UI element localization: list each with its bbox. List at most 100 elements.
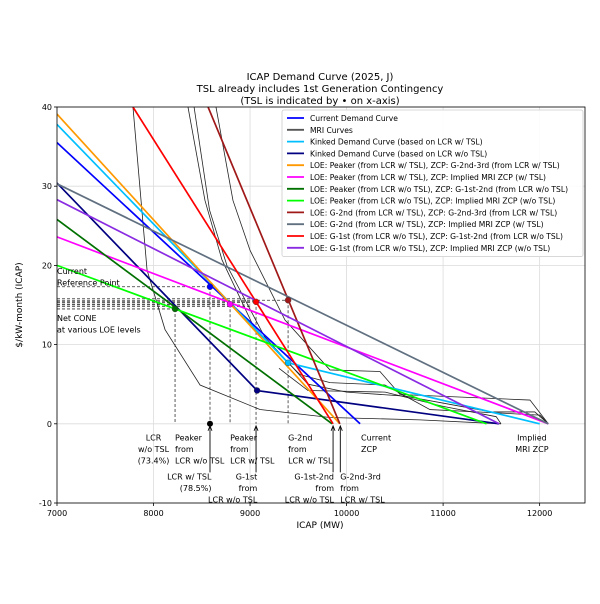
annotation-text: G-2nd xyxy=(288,434,312,443)
series-group xyxy=(57,107,549,427)
legend-label: LOE: G-1st (from LCR w/o TSL), ZCP: Impl… xyxy=(310,244,550,253)
annotation-text: LCR w/o TSL xyxy=(175,457,225,466)
annotation: Current Reference Point xyxy=(57,267,120,288)
series-line xyxy=(57,142,361,425)
plot-area: Current Reference Point Net CONE at various… xyxy=(57,107,549,504)
annotation-text: ZCP xyxy=(361,445,377,454)
annotation-text: LCR w/ TSL xyxy=(288,457,333,466)
annotation-text: Reference Point xyxy=(57,279,120,288)
annotation: G-2nd-3rd from LCR w/ TSL xyxy=(337,424,385,504)
annotation-text: Peaker xyxy=(230,434,258,443)
annotation: G-1st-2nd from LCR w/o TSL xyxy=(285,424,336,504)
arrow-head-icon xyxy=(253,424,259,431)
x-tick-label: 8000 xyxy=(143,509,163,518)
intersection-point xyxy=(253,387,261,394)
y-tick-label: 10 xyxy=(42,341,52,350)
legend-label: LOE: G-1st (from LCR w/o TSL), ZCP: G-1s… xyxy=(310,232,563,241)
legend-label: LOE: Peaker (from LCR w/ TSL), ZCP: G-2n… xyxy=(310,161,560,170)
annotation-text: from xyxy=(340,484,359,493)
legend-label: Kinked Demand Curve (based on LCR w/ TSL… xyxy=(310,138,483,147)
annotation-text: G-2nd-3rd xyxy=(340,472,381,481)
annotation-text: G-1st xyxy=(236,472,257,481)
x-tick-label: 9000 xyxy=(240,509,260,518)
annotation-text: MRI ZCP xyxy=(515,445,548,454)
series-line xyxy=(57,218,333,425)
legend-label: MRI Curves xyxy=(310,126,353,135)
annotation-text: LCR w/o TSL xyxy=(285,495,335,504)
arrow-head-icon xyxy=(330,424,336,431)
series-line xyxy=(207,107,341,425)
annotation: G-1st from LCR w/o TSL xyxy=(208,424,259,504)
series-line xyxy=(57,264,487,425)
annotation-text: from xyxy=(288,445,307,454)
mri-curve xyxy=(278,368,502,425)
intersection-point xyxy=(252,298,260,306)
annotation: Implied MRI ZCP xyxy=(515,434,548,455)
annotation-text: LCR w/ TSL xyxy=(340,495,385,504)
series-line xyxy=(57,183,549,425)
annotation: Net CONE at various LOE levels xyxy=(57,314,141,335)
intersection-point xyxy=(206,283,214,290)
axes: 7000 8000 9000 10000 11000 12000 -10 0 10 20 30 40 xyxy=(39,103,586,518)
annotation-text: at various LOE levels xyxy=(57,325,141,334)
series-line xyxy=(57,236,549,425)
annotation-text: G-1st-2nd xyxy=(294,472,334,481)
annotation-text: LCR w/ TSL xyxy=(230,457,275,466)
title-line-2: TSL already includes 1st Generation Cont… xyxy=(196,84,444,95)
x-tick-label: 11000 xyxy=(430,509,455,518)
annotation-text: (73.4%) xyxy=(138,457,170,466)
annotation-text: LCR w/ TSL xyxy=(167,472,212,481)
annotation: Current ZCP xyxy=(361,434,391,455)
mri-curve xyxy=(187,107,549,425)
title-line-3: (TSL is indicated by • on x-axis) xyxy=(240,96,399,107)
x-tick-label: 7000 xyxy=(47,509,67,518)
annotation-text: from xyxy=(175,445,194,454)
annotation-text: w/o TSL xyxy=(138,445,170,454)
annotation-text: Current xyxy=(57,267,87,276)
annotation-text: Net CONE xyxy=(57,314,97,323)
y-tick-label: 0 xyxy=(47,420,52,429)
annotation-text: LCR xyxy=(146,434,162,443)
series-line xyxy=(57,113,341,425)
legend-label: Kinked Demand Curve (based on LCR w/o TS… xyxy=(310,149,487,158)
annotation: G-2nd from LCR w/ TSL xyxy=(288,434,333,466)
legend-label: LOE: Peaker (from LCR w/ TSL), ZCP: Impl… xyxy=(310,173,546,182)
mri-curve xyxy=(193,107,549,425)
annotation-text: Current xyxy=(361,434,391,443)
legend-label: LOE: G-2nd (from LCR w/ TSL), ZCP: Impli… xyxy=(310,220,544,229)
annotation-text: (78.5%) xyxy=(180,484,212,493)
y-axis-label: $/kW-month (ICAP) xyxy=(15,262,25,347)
x-axis-label: ICAP (MW) xyxy=(296,521,343,531)
annotation-text: LCR w/o TSL xyxy=(208,495,258,504)
intersection-point xyxy=(284,297,292,304)
y-tick-label: 20 xyxy=(42,261,52,270)
legend-label: LOE: Peaker (from LCR w/o TSL), ZCP: Imp… xyxy=(310,197,555,206)
intersection-point xyxy=(284,359,292,367)
arrow-head-icon xyxy=(337,424,343,431)
legend: Current Demand Curve MRI Curves Kinked Dem… xyxy=(281,109,584,258)
annotation: LCR w/o TSL (73.4%) xyxy=(138,434,170,466)
y-tick-label: 30 xyxy=(42,182,52,191)
annotation-text: Implied xyxy=(517,434,547,443)
legend-label: LOE: Peaker (from LCR w/o TSL), ZCP: G-1… xyxy=(310,185,568,194)
tsl-marker xyxy=(206,420,213,427)
plot-frame xyxy=(56,106,586,504)
mri-curve xyxy=(215,107,549,425)
y-tick-label: -10 xyxy=(39,499,52,508)
x-tick-label: 10000 xyxy=(334,509,359,518)
chart-title: ICAP Demand Curve (2025, J) TSL already … xyxy=(196,72,444,107)
legend-box xyxy=(281,109,584,258)
intersection-point xyxy=(226,301,234,308)
annotation-text: from xyxy=(230,445,249,454)
y-tick-label: 40 xyxy=(42,103,52,112)
arrow-head-icon xyxy=(207,424,213,431)
annotation-text: from xyxy=(315,484,334,493)
annotation-text: Peaker xyxy=(175,434,203,443)
annotation: Peaker from LCR w/ TSL xyxy=(230,434,275,466)
series-line xyxy=(132,107,334,425)
intersection-point xyxy=(171,305,179,313)
annotation: Peaker from LCR w/o TSL xyxy=(175,434,225,466)
x-tick-label: 12000 xyxy=(527,509,552,518)
annotation-text: from xyxy=(239,484,258,493)
